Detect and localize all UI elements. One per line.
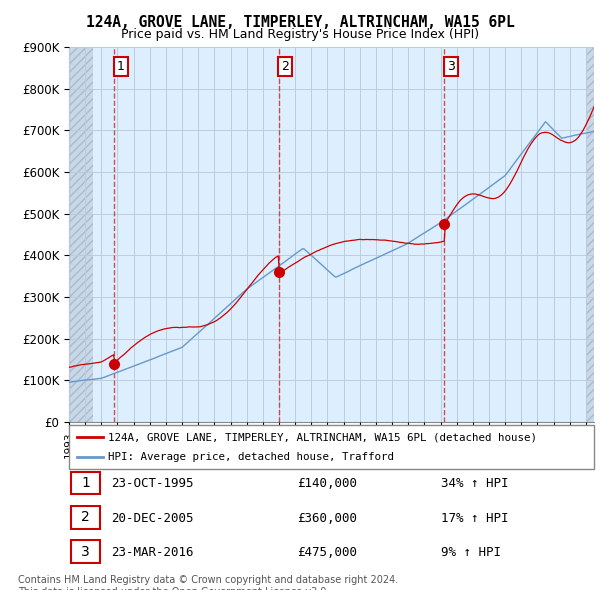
Text: £140,000: £140,000 <box>297 477 357 490</box>
Text: 23-OCT-1995: 23-OCT-1995 <box>111 477 193 490</box>
Text: 1: 1 <box>117 60 125 73</box>
Bar <box>69 47 93 422</box>
Text: 9% ↑ HPI: 9% ↑ HPI <box>441 546 501 559</box>
Text: HPI: Average price, detached house, Trafford: HPI: Average price, detached house, Traf… <box>109 452 394 461</box>
Text: 1: 1 <box>81 476 90 490</box>
Text: 20-DEC-2005: 20-DEC-2005 <box>111 512 193 525</box>
Text: 2: 2 <box>81 510 90 525</box>
Bar <box>586 47 594 422</box>
Text: 3: 3 <box>446 60 455 73</box>
Text: £360,000: £360,000 <box>297 512 357 525</box>
Text: 23-MAR-2016: 23-MAR-2016 <box>111 546 193 559</box>
Text: 34% ↑ HPI: 34% ↑ HPI <box>441 477 509 490</box>
Text: 124A, GROVE LANE, TIMPERLEY, ALTRINCHAM, WA15 6PL: 124A, GROVE LANE, TIMPERLEY, ALTRINCHAM,… <box>86 15 514 30</box>
Text: Contains HM Land Registry data © Crown copyright and database right 2024.
This d: Contains HM Land Registry data © Crown c… <box>18 575 398 590</box>
Text: £475,000: £475,000 <box>297 546 357 559</box>
Text: 3: 3 <box>81 545 90 559</box>
Text: 2: 2 <box>281 60 289 73</box>
Text: 124A, GROVE LANE, TIMPERLEY, ALTRINCHAM, WA15 6PL (detached house): 124A, GROVE LANE, TIMPERLEY, ALTRINCHAM,… <box>109 432 538 442</box>
Text: 17% ↑ HPI: 17% ↑ HPI <box>441 512 509 525</box>
Text: Price paid vs. HM Land Registry's House Price Index (HPI): Price paid vs. HM Land Registry's House … <box>121 28 479 41</box>
